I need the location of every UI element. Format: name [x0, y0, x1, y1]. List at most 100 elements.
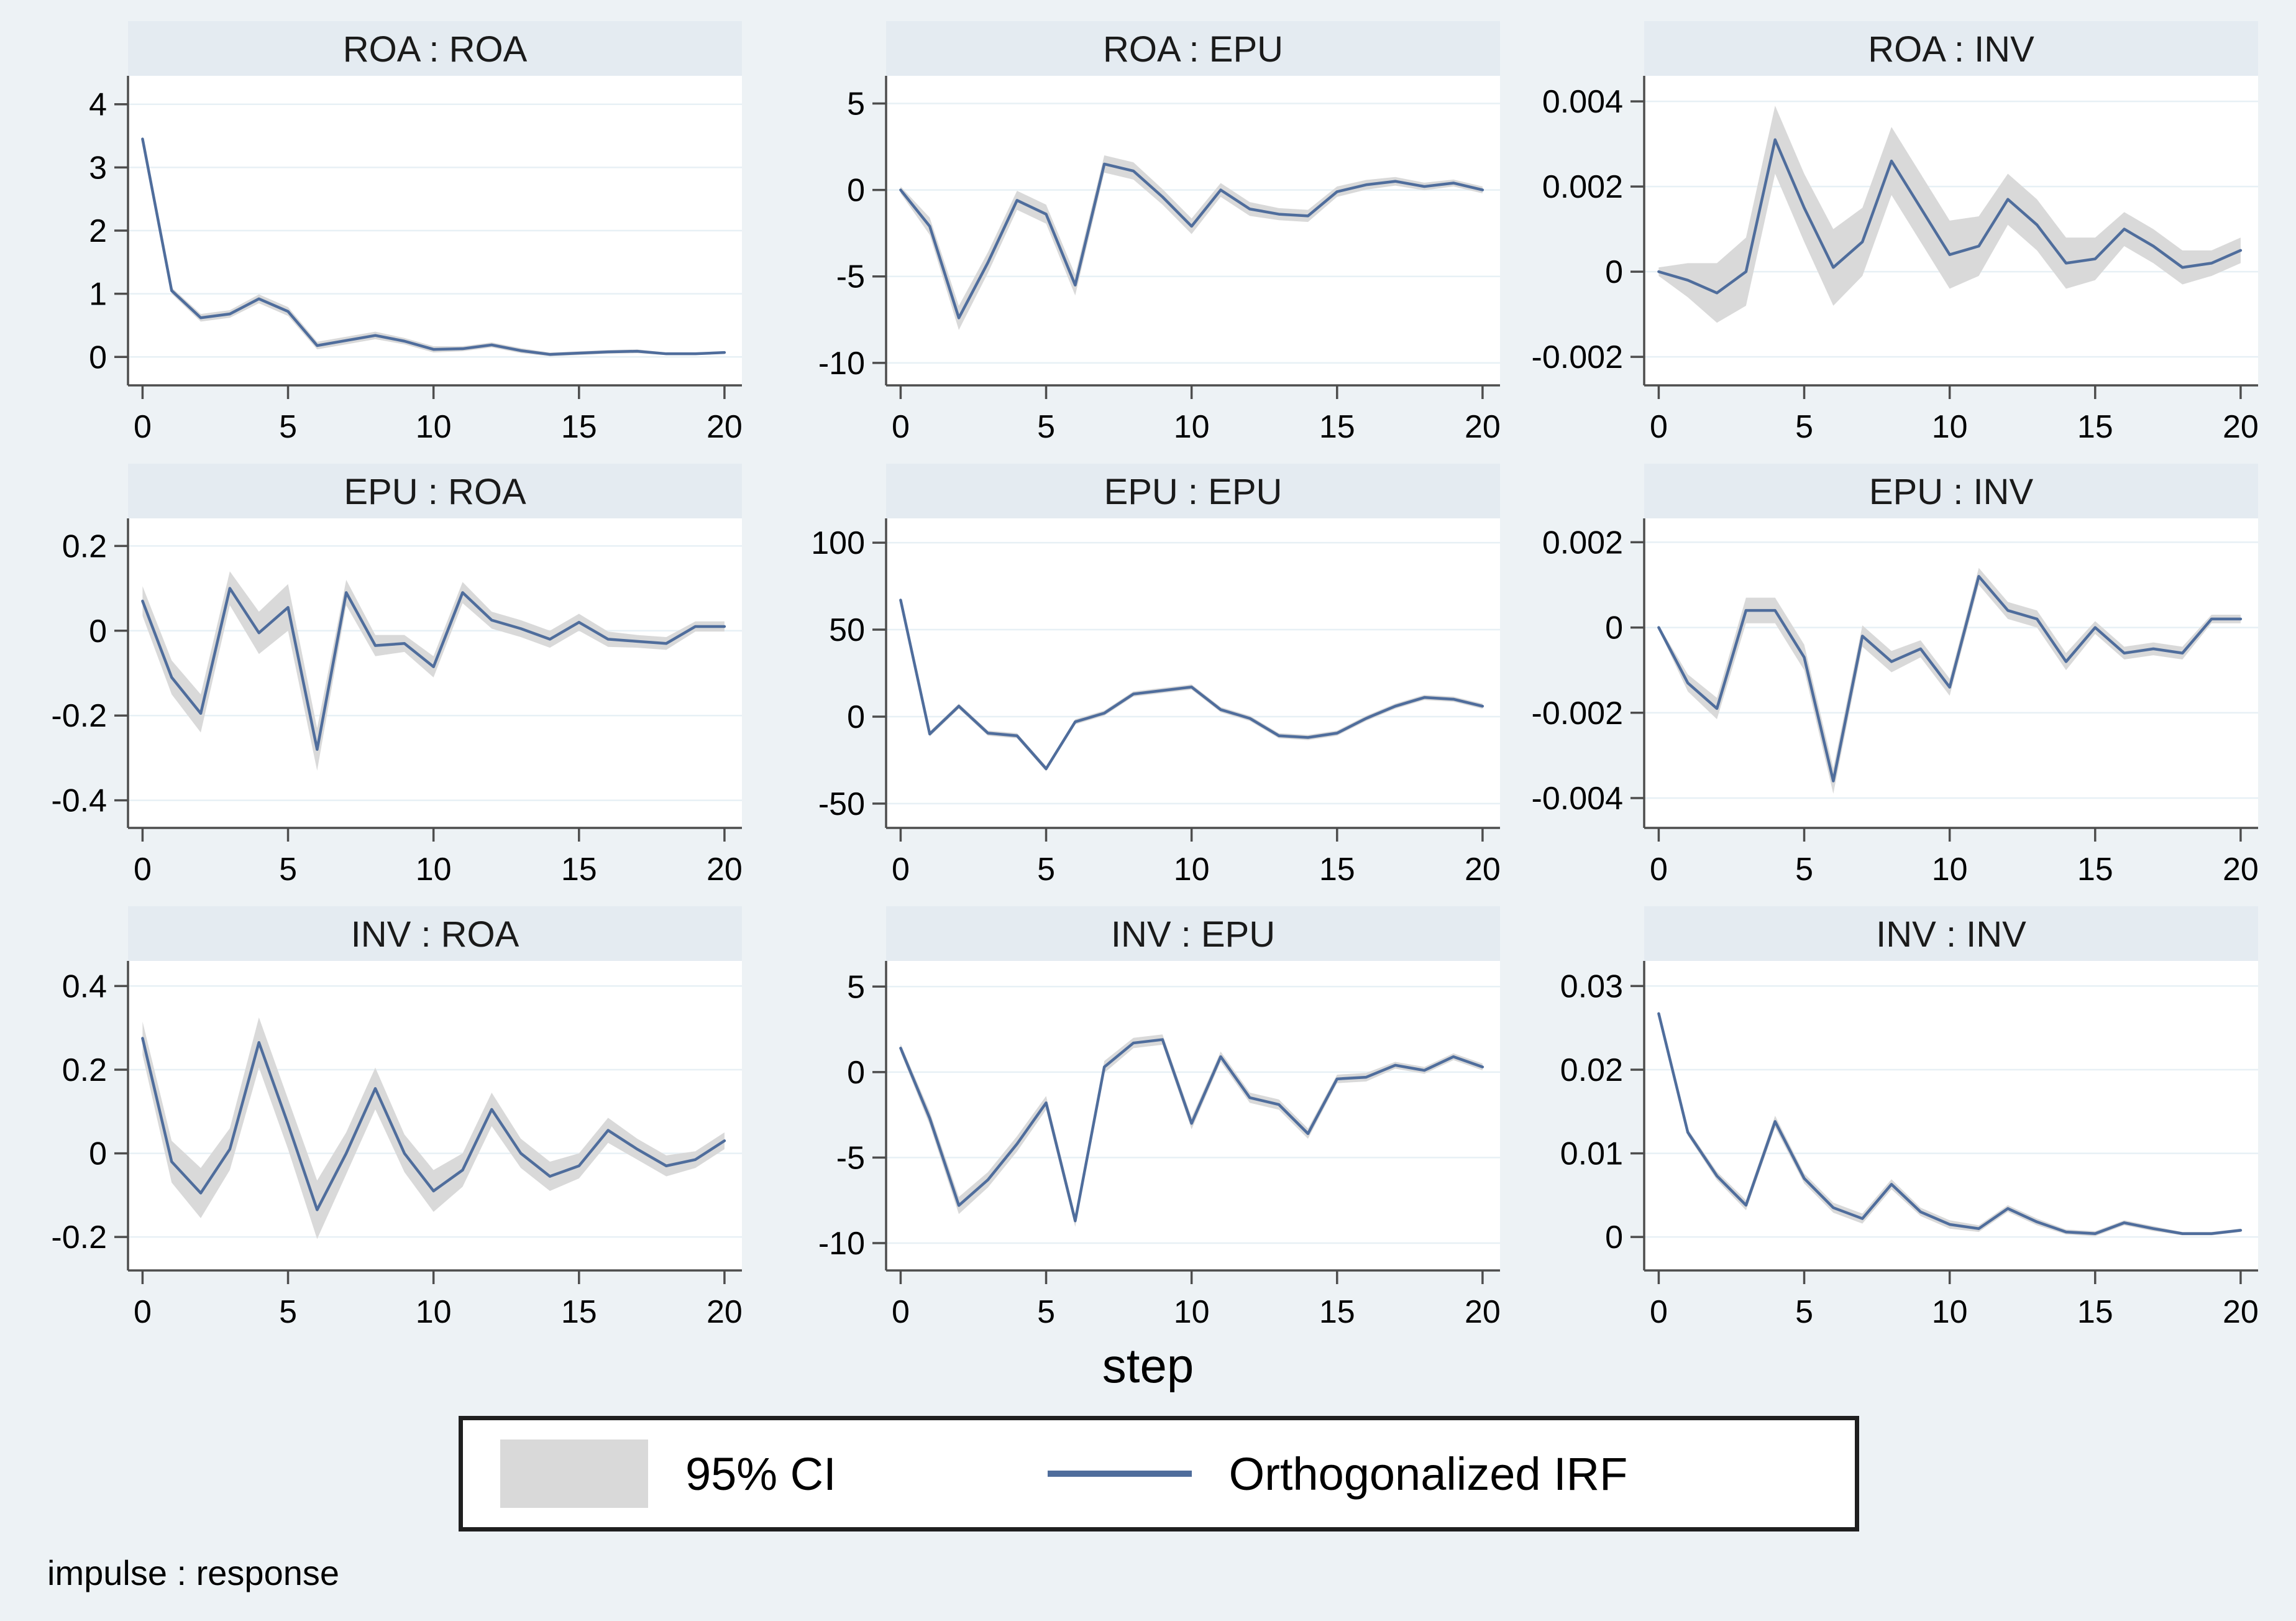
svg-text:15: 15: [2077, 1294, 2113, 1330]
svg-text:15: 15: [2077, 409, 2113, 445]
panel-title: INV : ROA: [351, 914, 519, 955]
panel-title: EPU : ROA: [344, 472, 526, 512]
irf-panels-grid: 0 1 2 3 4 0 5 10 15 20 ROA : ROA -10 -5 0 5 0 5 10 15 20 RO…: [9, 17, 2280, 1339]
svg-text:0: 0: [892, 852, 910, 888]
irf-line: [899, 162, 1484, 319]
svg-text:10: 10: [1932, 1294, 1968, 1330]
tick-labels: -10 -5 0 5 0 5 10 15 20: [818, 969, 1501, 1330]
svg-text:0: 0: [1650, 1294, 1668, 1330]
svg-text:5: 5: [279, 1294, 297, 1330]
tick-labels: -10 -5 0 5 0 5 10 15 20: [818, 86, 1501, 445]
svg-text:-50: -50: [818, 786, 865, 822]
svg-text:20: 20: [707, 852, 743, 888]
svg-text:0: 0: [847, 1055, 865, 1091]
svg-text:5: 5: [1795, 409, 1813, 445]
ci-band: [1658, 105, 2241, 323]
svg-text:4: 4: [89, 87, 107, 123]
svg-text:0: 0: [134, 409, 152, 445]
svg-text:20: 20: [707, 409, 743, 445]
svg-text:10: 10: [416, 409, 452, 445]
svg-text:5: 5: [847, 969, 865, 1005]
svg-text:10: 10: [1932, 409, 1968, 445]
svg-text:15: 15: [561, 852, 597, 888]
svg-text:15: 15: [2077, 852, 2113, 888]
svg-text:0: 0: [1650, 409, 1668, 445]
svg-text:-0.4: -0.4: [51, 783, 107, 819]
panel-roa-roa: 0 1 2 3 4 0 5 10 15 20 ROA : ROA: [9, 17, 764, 454]
irf-line: [899, 599, 1484, 771]
svg-text:0.01: 0.01: [1560, 1136, 1623, 1172]
svg-text:5: 5: [279, 409, 297, 445]
panel-inv-epu: -10 -5 0 5 0 5 10 15 20 INV : EPU: [767, 902, 1522, 1339]
ci-band: [1658, 567, 2241, 794]
plot-area: [886, 518, 1500, 828]
irf-plot-svg: -10 -5 0 5 0 5 10 15 20 ROA : EPU: [818, 21, 1501, 445]
irf-plot-svg: -0.4 -0.2 0 0.2 0 5 10 15 20 EPU : ROA: [51, 464, 743, 888]
axes: [127, 518, 742, 829]
svg-text:-0.004: -0.004: [1532, 781, 1623, 817]
panel-title: ROA : ROA: [343, 29, 528, 70]
gridlines: [886, 541, 1500, 805]
svg-text:-0.2: -0.2: [51, 698, 107, 734]
svg-text:15: 15: [1319, 409, 1355, 445]
tick-marks: [872, 985, 1484, 1284]
svg-text:0.004: 0.004: [1542, 84, 1623, 120]
svg-text:0: 0: [892, 409, 910, 445]
irf-line: [1657, 1012, 2243, 1236]
svg-text:-0.002: -0.002: [1532, 339, 1623, 375]
svg-text:20: 20: [2223, 1294, 2259, 1330]
svg-text:0.2: 0.2: [62, 1052, 107, 1088]
panel-title-strip: [886, 906, 1500, 961]
axes: [885, 518, 1500, 829]
svg-text:20: 20: [707, 1294, 743, 1330]
irf-plot-svg: -10 -5 0 5 0 5 10 15 20 INV : EPU: [818, 906, 1501, 1330]
panel-title: ROA : EPU: [1103, 29, 1283, 70]
ci-legend-label: 95% CI: [685, 1448, 836, 1500]
svg-text:0.4: 0.4: [62, 968, 107, 1004]
panel-title: INV : EPU: [1111, 914, 1275, 955]
panel-roa-inv: -0.002 0 0.002 0.004 0 5 10 15 20 ROA : INV: [1525, 17, 2280, 454]
irf-plot-svg: -0.004 -0.002 0 0.002 0 5 10 15 20 EPU : INV: [1532, 464, 2259, 888]
axes: [885, 961, 1500, 1272]
tick-marks: [872, 541, 1484, 842]
plot-area: [128, 961, 742, 1270]
svg-text:0: 0: [892, 1294, 910, 1330]
x-axis-title: step: [1102, 1338, 1194, 1393]
panel-title: INV : INV: [1876, 914, 2026, 955]
irf-plot-svg: 0 0.01 0.02 0.03 0 5 10 15 20 INV : INV: [1560, 906, 2259, 1330]
panel-epu-inv: -0.004 -0.002 0 0.002 0 5 10 15 20 EPU : INV: [1525, 460, 2280, 896]
axes: [1643, 518, 2258, 829]
svg-text:5: 5: [279, 852, 297, 888]
irf-line: [899, 1038, 1484, 1223]
irf-line: [1657, 575, 2243, 783]
axes: [885, 76, 1500, 387]
panel-inv-inv: 0 0.01 0.02 0.03 0 5 10 15 20 INV : INV: [1525, 902, 2280, 1339]
irf-plot-svg: 0 1 2 3 4 0 5 10 15 20 ROA : ROA: [89, 21, 743, 445]
svg-text:-10: -10: [818, 346, 865, 382]
plot-area: [1644, 961, 2258, 1270]
svg-text:0: 0: [89, 339, 107, 375]
svg-text:0: 0: [847, 173, 865, 209]
svg-text:5: 5: [1795, 852, 1813, 888]
tick-labels: -50 0 50 100 0 5 10 15 20: [811, 525, 1501, 888]
tick-labels: 0 0.01 0.02 0.03 0 5 10 15 20: [1560, 968, 2259, 1330]
svg-text:0: 0: [89, 613, 107, 650]
tick-labels: -0.4 -0.2 0 0.2 0 5 10 15 20: [51, 528, 742, 888]
gridlines: [1644, 985, 2258, 1238]
ci-band: [900, 1034, 1483, 1227]
panel-title-strip: [1644, 464, 2258, 518]
panel-title-strip: [886, 464, 1500, 518]
svg-text:50: 50: [829, 612, 865, 648]
svg-text:0: 0: [134, 852, 152, 888]
svg-text:-5: -5: [836, 259, 865, 295]
panel-epu-roa: -0.4 -0.2 0 0.2 0 5 10 15 20 EPU : ROA: [9, 460, 764, 896]
irf-plot-svg: -0.2 0 0.2 0.4 0 5 10 15 20 INV : ROA: [51, 906, 743, 1330]
panel-title-strip: [128, 906, 742, 961]
tick-marks: [114, 103, 726, 399]
irf-plot-svg: -0.002 0 0.002 0.004 0 5 10 15 20 ROA : INV: [1532, 21, 2259, 445]
svg-text:15: 15: [1319, 1294, 1355, 1330]
svg-text:0: 0: [1605, 254, 1623, 290]
svg-text:5: 5: [1037, 409, 1055, 445]
tick-marks: [872, 102, 1484, 399]
tick-marks: [1631, 541, 2242, 842]
